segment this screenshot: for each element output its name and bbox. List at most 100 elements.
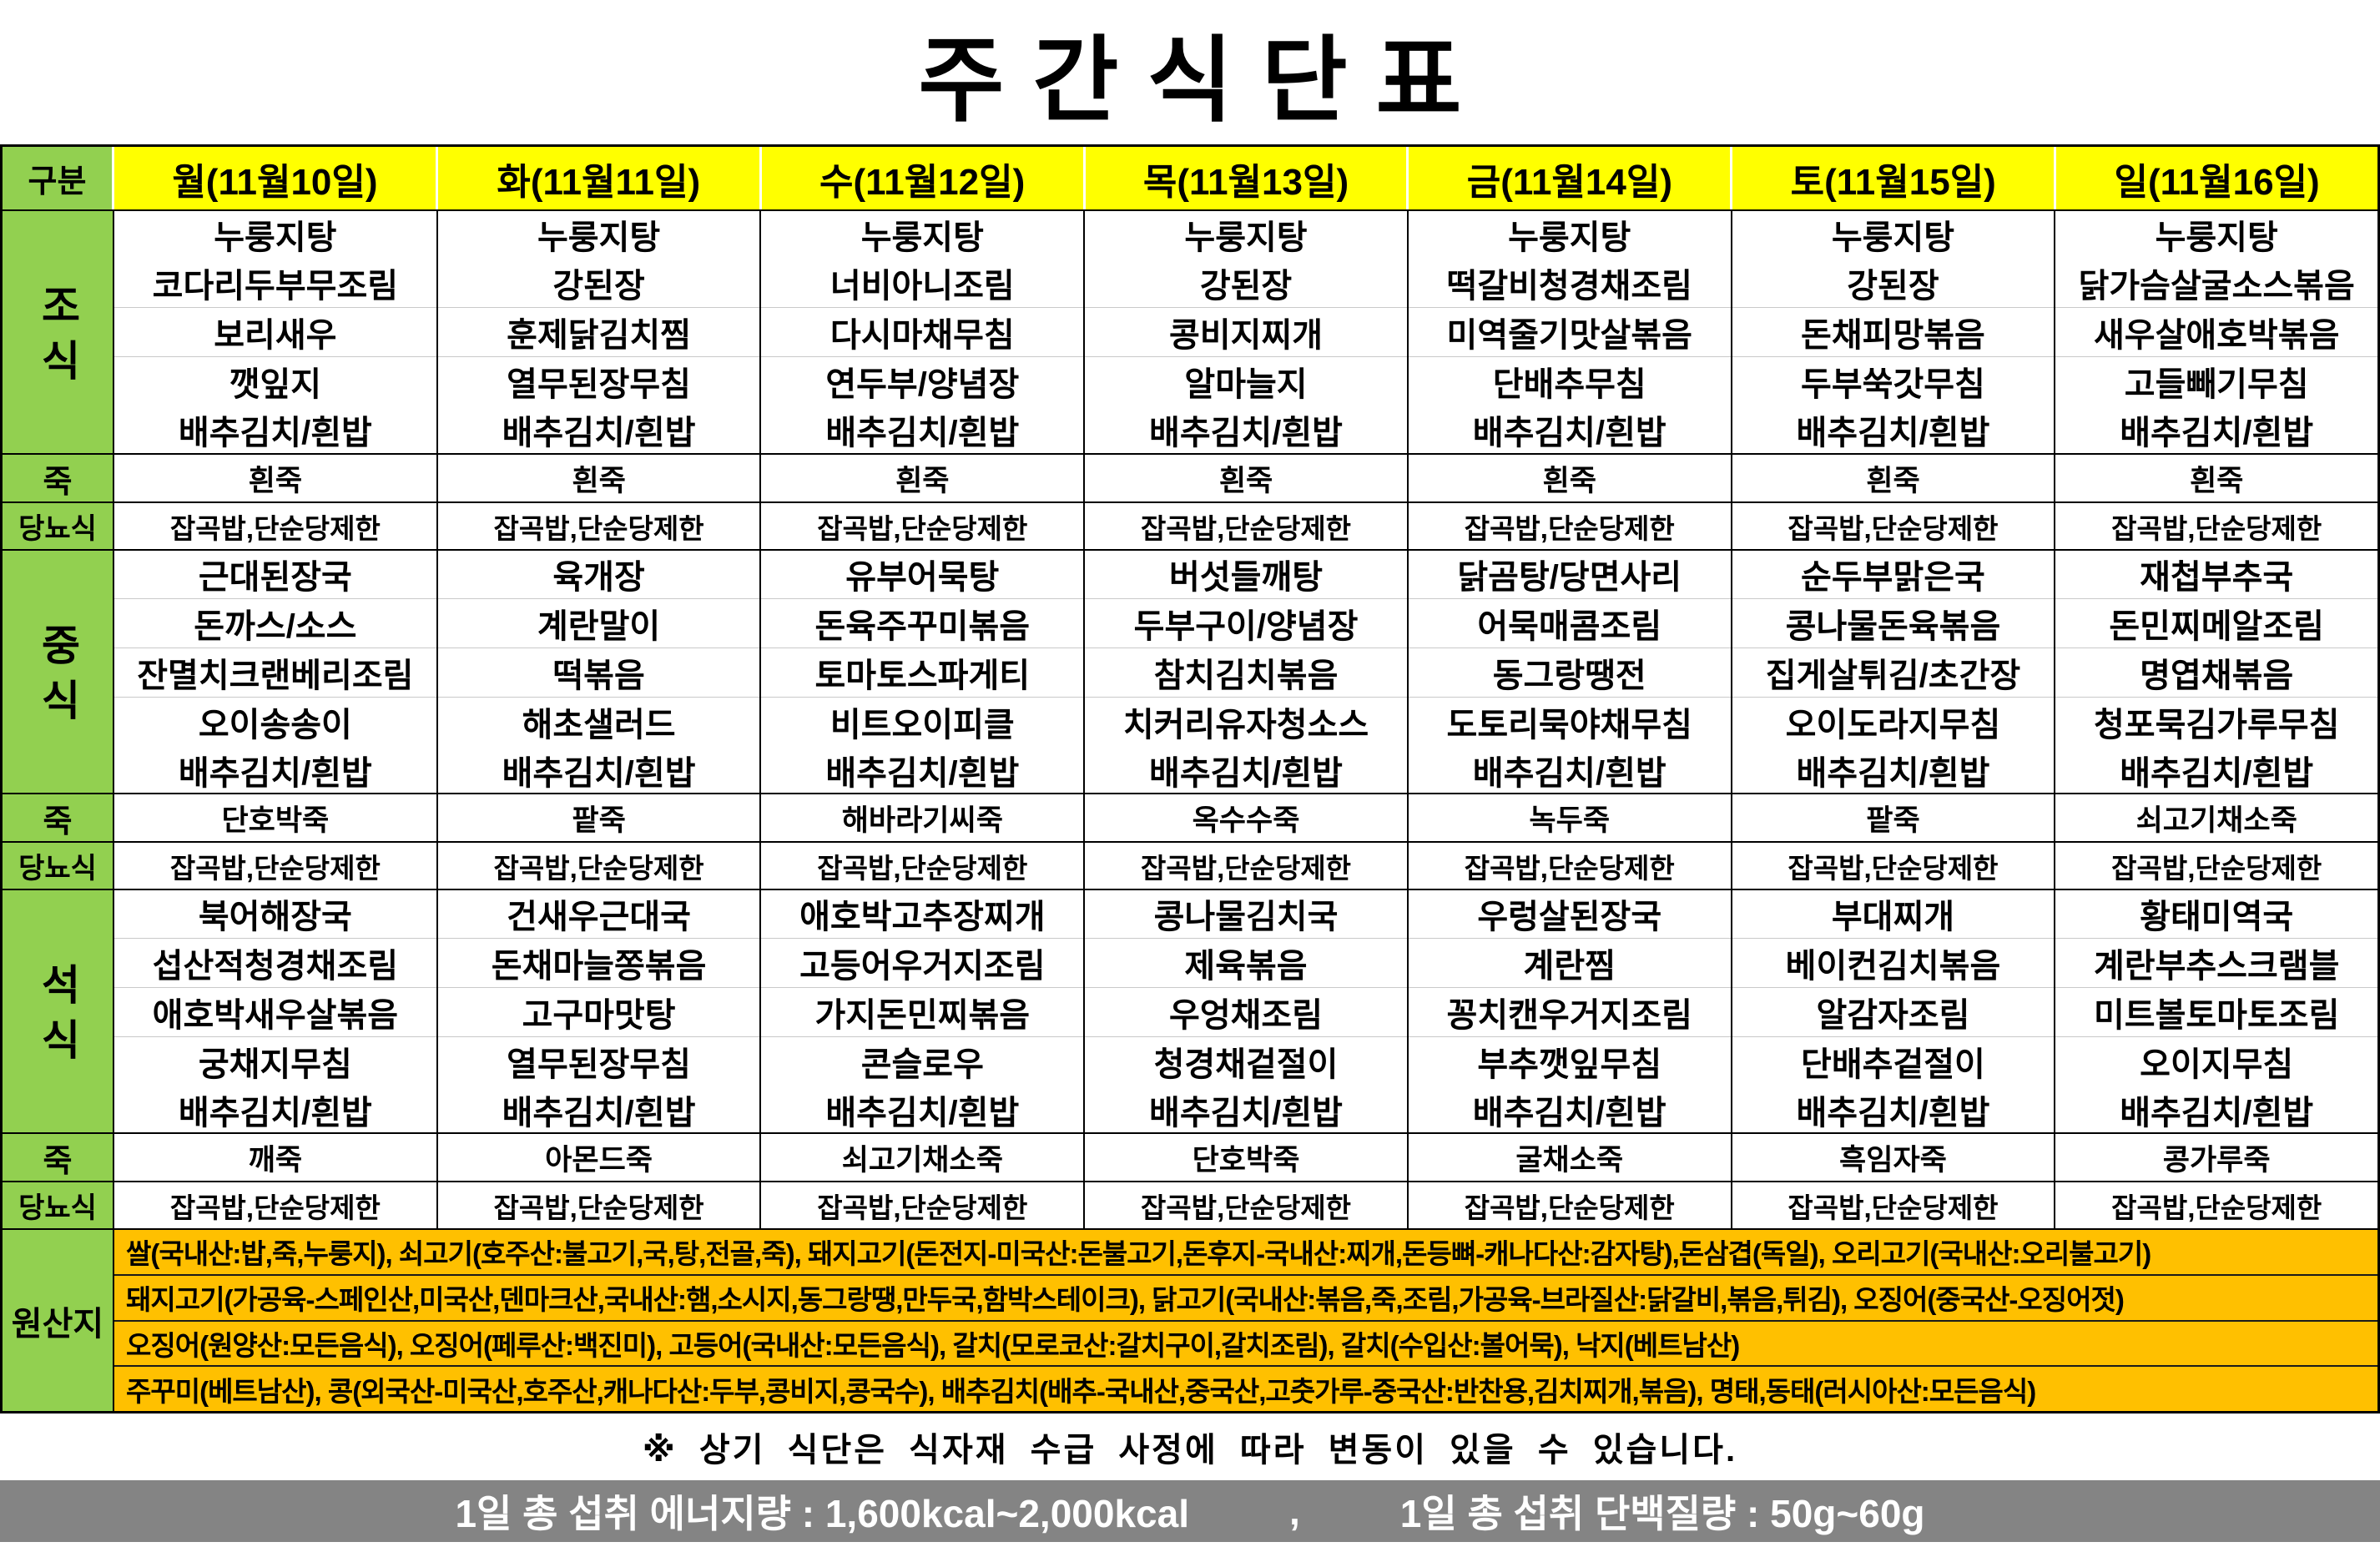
diabetic-cell: 잡곡밥,단순당제한 [2055, 843, 2378, 889]
menu-item: 북어해장국 [198, 898, 352, 935]
porridge-cell: 쇠고기채소죽 [2055, 794, 2378, 841]
menu-item: 돈육주꾸미볶음 [761, 597, 1084, 648]
menu-item: 강된장 [1847, 268, 1939, 305]
diabetic-cell: 잡곡밥,단순당제한 [1085, 503, 1409, 549]
menu-item: 콘슬로우 [761, 1036, 1084, 1086]
menu-cell: 누룽지탕 강된장 콩비지찌개 알마늘지 배추김치/흰밥 [1085, 211, 1409, 453]
diabetic-cell: 잡곡밥,단순당제한 [437, 1182, 762, 1228]
origin-row: 원산지 쌀(국내산:밥,죽,누룽지), 쇠고기(호주산:불고기,국,탕,전골,죽)… [3, 1230, 2377, 1411]
menu-item: 계란말이 [437, 597, 760, 648]
menu-item: 두부구이/양념장 [1085, 597, 1407, 648]
menu-item: 계란부추스크램블 [2055, 937, 2378, 987]
header-day-1: 화(11월11일) [437, 147, 762, 209]
menu-item: 배추김치/흰밥 [1472, 754, 1667, 792]
meal-row-1: 중식 근대된장국 돈까스/소스 잔멸치크랜베리조림 오이송송이 배추김치/흰밥 육개장 계란말… [3, 551, 2378, 794]
menu-item: 코다리두부무조림 [152, 268, 399, 305]
menu-item: 건새우근대국 [507, 898, 691, 935]
menu-item: 열무된장무침 [437, 356, 760, 406]
menu-item: 누룽지탕 [214, 219, 337, 256]
menu-cell: 황태미역국 계란부추스크램블 미트볼토마토조림 오이지무침 배추김치/흰밥 [2055, 890, 2378, 1132]
diabetic-row-1: 당뇨식 잡곡밥,단순당제한 잡곡밥,단순당제한 잡곡밥,단순당제한 잡곡밥,단순당제한 잡… [3, 843, 2378, 890]
menu-cell: 건새우근대국 돈채마늘쫑볶음 고구마맛탕 열무된장무침 배추김치/흰밥 [437, 890, 762, 1132]
menu-item: 부대찌개 [1831, 898, 1955, 935]
porridge-cell: 굴채소죽 [1408, 1134, 1732, 1181]
menu-item: 배추김치/흰밥 [825, 754, 1020, 792]
menu-item: 치커리유자청소스 [1085, 696, 1407, 746]
menu-item: 깻잎지 [114, 356, 436, 406]
porridge-cell: 깨죽 [114, 1134, 438, 1181]
porridge-cell: 흰죽 [114, 455, 438, 501]
menu-item: 강된장 [552, 268, 645, 305]
meal-row-0: 조식 누룽지탕 코다리두부무조림 보리새우 깻잎지 배추김치/흰밥 누룽지탕 강된장 훈제닭김치… [3, 211, 2378, 455]
menu-item: 콩나물김치국 [1153, 898, 1339, 935]
diabetic-label: 당뇨식 [3, 1182, 114, 1228]
menu-item: 콩나물돈육볶음 [1732, 597, 2055, 648]
diabetic-cell: 잡곡밥,단순당제한 [1732, 1182, 2056, 1228]
menu-item: 우엉채조림 [1085, 986, 1407, 1036]
menu-item: 돈채피망볶음 [1732, 307, 2055, 356]
menu-item: 궁채지무침 [114, 1036, 436, 1086]
menu-item: 잔멸치크랜베리조림 [114, 647, 436, 697]
menu-cell: 누룽지탕 강된장 돈채피망볶음 두부쑥갓무침 배추김치/흰밥 [1732, 211, 2056, 453]
menu-item: 배추김치/흰밥 [1149, 754, 1343, 792]
diabetic-label: 당뇨식 [3, 843, 114, 889]
menu-item: 미트볼토마토조림 [2055, 986, 2378, 1036]
menu-item: 누룽지탕 [860, 219, 984, 256]
origin-line: 쌀(국내산:밥,죽,누룽지), 쇠고기(호주산:불고기,국,탕,전골,죽), 돼… [114, 1230, 2377, 1276]
menu-item: 배추김치/흰밥 [1796, 1094, 1990, 1131]
menu-item: 베이컨김치볶음 [1732, 937, 2055, 987]
menu-item: 두부쑥갓무침 [1732, 356, 2055, 406]
meal-section-label: 석식 [3, 890, 114, 1132]
porridge-cell: 옥수수죽 [1085, 794, 1409, 841]
menu-item: 단배추겉절이 [1732, 1036, 2055, 1086]
menu-item: 가지돈민찌볶음 [761, 986, 1084, 1036]
footer-comma: , [1288, 1489, 1300, 1533]
porridge-cell: 흰죽 [761, 455, 1086, 501]
porridge-label: 죽 [3, 1134, 114, 1181]
diabetic-cell: 잡곡밥,단순당제한 [437, 843, 762, 889]
header-day-6: 일(11월16일) [2056, 147, 2378, 209]
menu-item: 다시마채무침 [761, 307, 1084, 356]
origin-line: 돼지고기(가공육-스페인산,미국산,덴마크산,국내산:햄,소시지,동그랑땡,만두… [114, 1276, 2377, 1322]
porridge-label: 죽 [3, 794, 114, 841]
menu-cell: 콩나물김치국 제육볶음 우엉채조림 청경채겉절이 배추김치/흰밥 [1085, 890, 1409, 1132]
menu-item: 재첩부추국 [2140, 558, 2294, 596]
menu-item: 배추김치/흰밥 [502, 415, 696, 451]
menu-cell: 누룽지탕 닭가슴살굴소스볶음 새우살애호박볶음 고들빼기무침 배추김치/흰밥 [2055, 211, 2378, 453]
menu-item: 콩비지찌개 [1085, 307, 1407, 356]
menu-item: 순두부맑은국 [1801, 558, 1985, 596]
diabetic-row-2: 당뇨식 잡곡밥,단순당제한 잡곡밥,단순당제한 잡곡밥,단순당제한 잡곡밥,단순당제한 잡… [3, 1182, 2378, 1230]
menu-cell: 재첩부추국 돈민찌메알조림 명엽채볶음 청포묵김가루무침 배추김치/흰밥 [2055, 551, 2378, 793]
diabetic-cell: 잡곡밥,단순당제한 [1732, 843, 2056, 889]
diabetic-cell: 잡곡밥,단순당제한 [1085, 1182, 1409, 1228]
diabetic-cell: 잡곡밥,단순당제한 [1085, 843, 1409, 889]
porridge-cell: 아몬드죽 [437, 1134, 762, 1181]
menu-item: 참치김치볶음 [1085, 647, 1407, 697]
menu-item: 떡갈비청경채조림 [1446, 268, 1692, 305]
menu-item: 배추김치/흰밥 [178, 415, 372, 451]
porridge-cell: 흑임자죽 [1732, 1134, 2056, 1181]
menu-item: 육개장 [552, 558, 645, 596]
diabetic-row-0: 당뇨식 잡곡밥,단순당제한 잡곡밥,단순당제한 잡곡밥,단순당제한 잡곡밥,단순당제한 잡… [3, 503, 2378, 551]
origin-lines: 쌀(국내산:밥,죽,누룽지), 쇠고기(호주산:불고기,국,탕,전골,죽), 돼… [114, 1230, 2377, 1411]
diabetic-label: 당뇨식 [3, 503, 114, 549]
menu-item: 배추김치/흰밥 [502, 1094, 696, 1131]
porridge-cell: 흰죽 [1408, 455, 1732, 501]
porridge-cell: 해바라기씨죽 [761, 794, 1086, 841]
porridge-cell: 흰죽 [1085, 455, 1409, 501]
menu-item: 배추김치/흰밥 [825, 415, 1020, 451]
menu-item: 고들빼기무침 [2055, 356, 2378, 406]
header-day-3: 목(11월13일) [1085, 147, 1409, 209]
menu-item: 황태미역국 [2140, 898, 2294, 935]
menu-item: 어묵매콤조림 [1408, 597, 1731, 648]
menu-item: 동그랑땡전 [1408, 647, 1731, 697]
menu-item: 배추김치/흰밥 [1149, 415, 1343, 451]
menu-cell: 육개장 계란말이 떡볶음 해초샐러드 배추김치/흰밥 [437, 551, 762, 793]
origin-line: 오징어(원양산:모든음식), 오징어(페루산:백진미), 고등어(국내산:모든음… [114, 1322, 2377, 1368]
note-text: ※ 상기 식단은 식자재 수급 사정에 따라 변동이 있을 수 있습니다. [642, 1432, 1738, 1469]
menu-item: 유부어묵탕 [845, 558, 1000, 596]
diabetic-cell: 잡곡밥,단순당제한 [1408, 503, 1732, 549]
meal-section-label: 중식 [3, 551, 114, 793]
menu-cell: 순두부맑은국 콩나물돈육볶음 집게살튀김/초간장 오이도라지무침 배추김치/흰밥 [1732, 551, 2056, 793]
porridge-cell: 단호박죽 [1085, 1134, 1409, 1181]
